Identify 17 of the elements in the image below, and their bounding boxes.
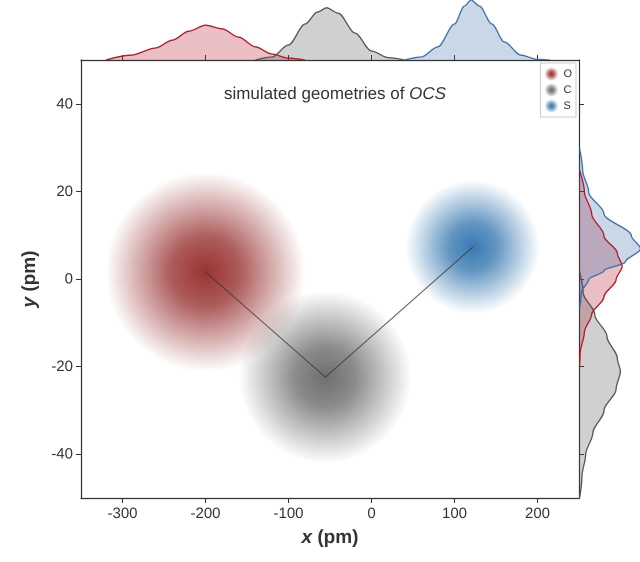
y-axis-title: y (pm) — [19, 250, 40, 309]
legend-label: C — [563, 84, 572, 96]
legend-label: S — [563, 100, 571, 112]
x-tick-label: -100 — [273, 505, 304, 522]
x-tick-label: -200 — [190, 505, 221, 522]
y-tick-label: 20 — [56, 182, 73, 200]
y-tick-label: 0 — [64, 270, 73, 288]
y-tick-label: -20 — [51, 358, 73, 376]
legend-label: O — [563, 68, 572, 80]
y-tick-label: 40 — [56, 95, 73, 112]
x-axis-title: x (pm) — [300, 527, 358, 548]
y-tick-label: -40 — [51, 446, 73, 463]
x-tick-label: 200 — [524, 505, 550, 522]
x-tick-label: 0 — [367, 505, 376, 522]
x-tick-label: 100 — [442, 505, 468, 522]
x-tick-label: -300 — [107, 505, 138, 522]
text: simulated geometries of OCS — [224, 84, 447, 103]
